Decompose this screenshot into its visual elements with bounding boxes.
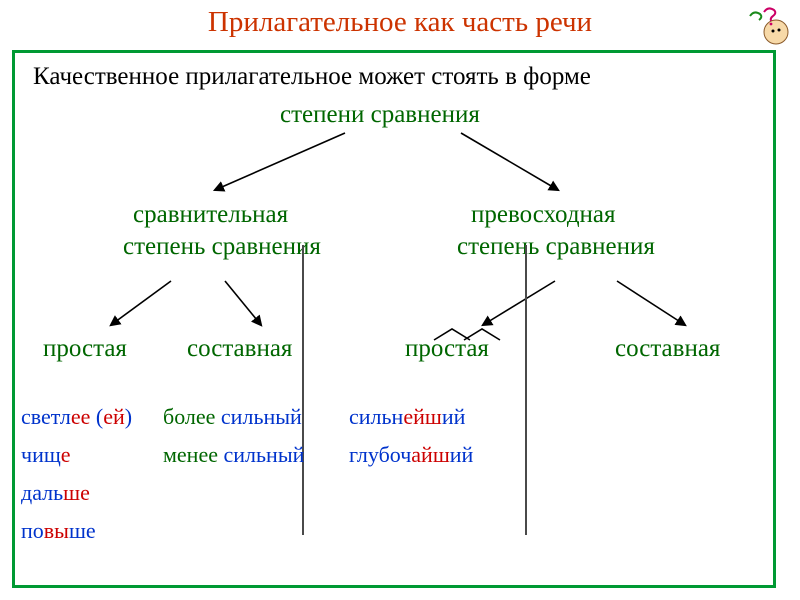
- example-word: повыше: [21, 519, 96, 543]
- example-word: глубочайший: [349, 443, 473, 467]
- root-label: степени сравнения: [280, 101, 480, 129]
- example-word: менее сильный: [163, 443, 304, 467]
- content-frame: Качественное прилагательное может стоять…: [12, 50, 776, 588]
- morpheme-roof-icon: [462, 327, 502, 341]
- branch-right-line1: превосходная: [471, 201, 616, 229]
- leaf-l2: составная: [187, 335, 292, 363]
- branch-left-line2: степень сравнения: [123, 233, 321, 261]
- page-title: Прилагательное как часть речи: [0, 6, 800, 39]
- example-word: более сильный: [163, 405, 302, 429]
- leaf-r2: составная: [615, 335, 720, 363]
- branch-right-line2: степень сравнения: [457, 233, 655, 261]
- branch-left-line1: сравнительная: [133, 201, 288, 229]
- intro-line: Качественное прилагательное может стоять…: [33, 63, 591, 91]
- column-separator-2: [525, 245, 527, 535]
- example-word: дальше: [21, 481, 90, 505]
- example-word: чище: [21, 443, 71, 467]
- leaf-l1: простая: [43, 335, 127, 363]
- column-separator-1: [302, 245, 304, 535]
- arrows-layer: [15, 53, 773, 585]
- example-word: сильнейший: [349, 405, 465, 429]
- example-word: светлее (ей): [21, 405, 132, 429]
